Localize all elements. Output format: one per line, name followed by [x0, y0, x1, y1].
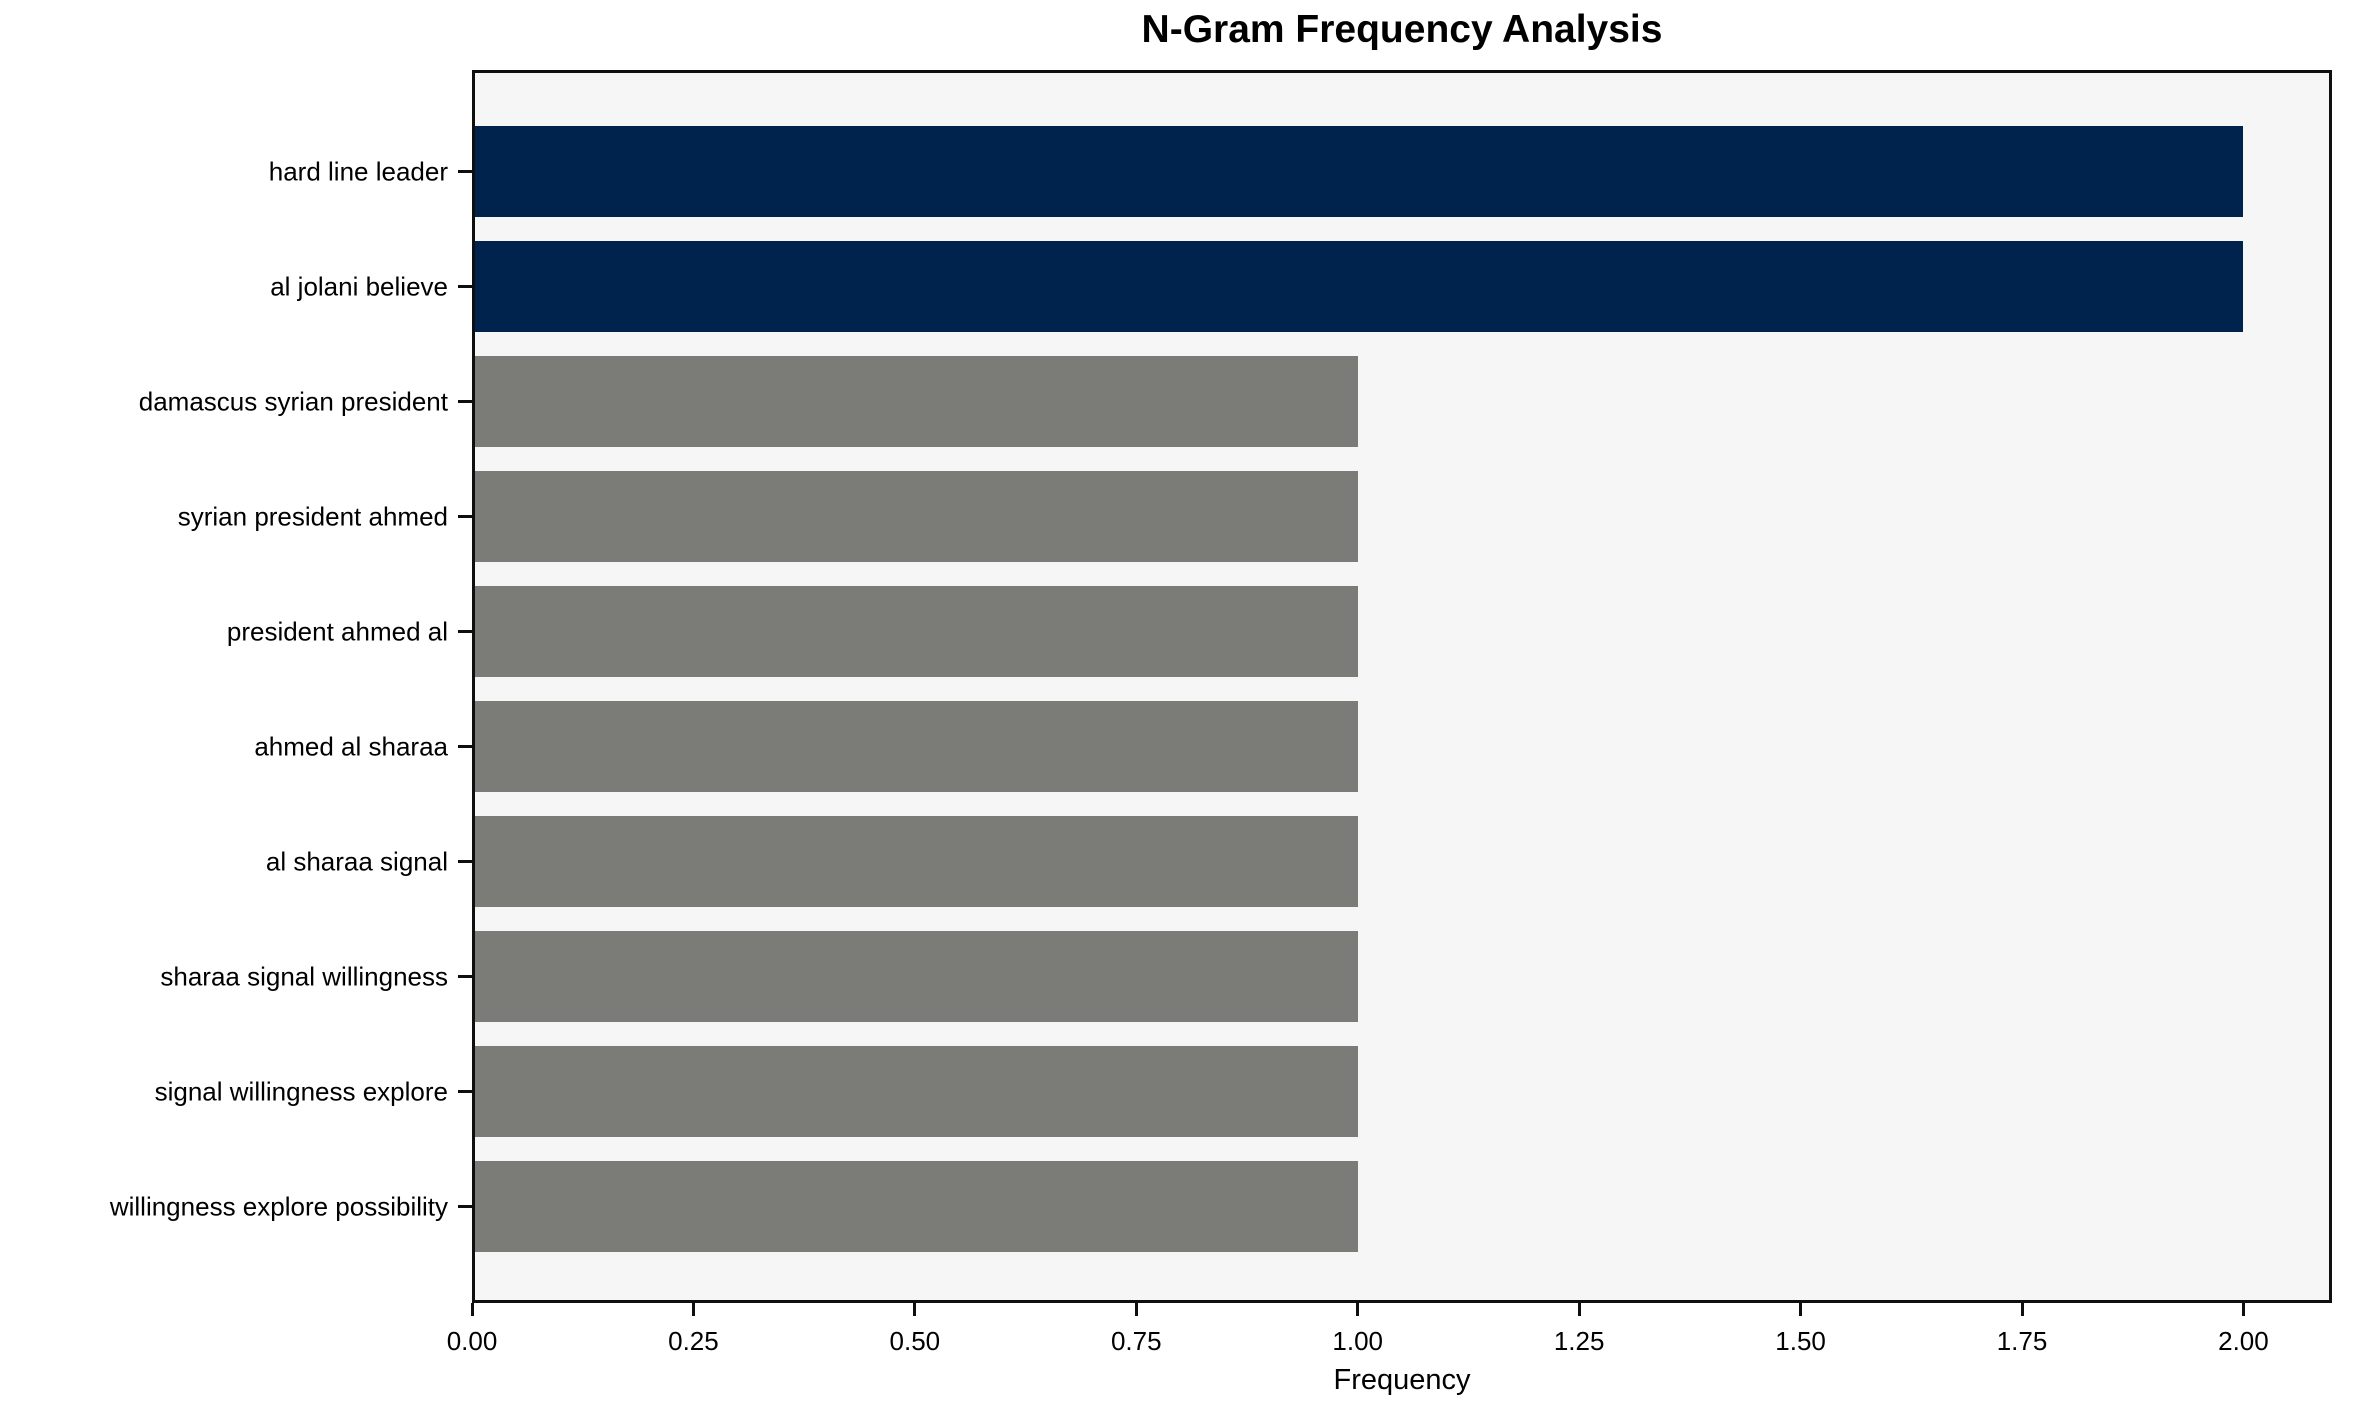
y-tick-label: ahmed al sharaa [254, 731, 448, 761]
x-tick-label: 0.00 [446, 1326, 498, 1356]
y-tick-mark [458, 400, 472, 403]
y-tick-label: hard line leader [268, 156, 448, 186]
x-tick-mark [1134, 1303, 1138, 1316]
bar [472, 356, 1358, 447]
x-tick-mark [1799, 1303, 1803, 1316]
y-tick-mark [458, 170, 472, 173]
y-tick-mark [458, 975, 472, 978]
y-tick-label: al jolani believe [270, 271, 448, 301]
y-tick-label: sharaa signal willingness [160, 961, 448, 991]
x-tick-label: 0.25 [668, 1326, 719, 1356]
x-tick-label: 1.25 [1553, 1326, 1605, 1356]
bar [472, 586, 1358, 677]
bar [472, 241, 2244, 332]
x-tick-label: 0.75 [1110, 1326, 1162, 1356]
x-tick-label: 2.00 [2218, 1326, 2269, 1356]
y-tick-label: willingness explore possibility [109, 1191, 448, 1221]
x-tick-mark [913, 1303, 917, 1316]
y-tick-label: syrian president ahmed [177, 501, 448, 531]
x-tick-mark [470, 1303, 474, 1316]
y-tick-mark [458, 515, 472, 518]
bar [472, 931, 1358, 1022]
y-tick-label: president ahmed al [226, 616, 448, 646]
bar [472, 471, 1358, 562]
bar [472, 1161, 1358, 1252]
y-tick-mark [458, 860, 472, 863]
bar [472, 126, 2244, 217]
y-tick-mark [458, 1205, 472, 1208]
x-tick-label: 0.50 [889, 1326, 941, 1356]
x-tick-label: 1.75 [1996, 1326, 2048, 1356]
x-tick-mark [2241, 1303, 2245, 1316]
x-tick-label: 1.00 [1332, 1326, 1384, 1356]
bar [472, 701, 1358, 792]
x-tick-label: 1.50 [1775, 1326, 1826, 1356]
x-tick-mark [1577, 1303, 1581, 1316]
x-tick-mark [1356, 1303, 1360, 1316]
chart-title: N-Gram Frequency Analysis [1141, 8, 1663, 51]
y-tick-mark [458, 745, 472, 748]
y-tick-mark [458, 285, 472, 288]
bar [472, 816, 1358, 907]
y-tick-label: damascus syrian president [138, 386, 448, 416]
y-tick-mark [458, 1090, 472, 1093]
x-tick-mark [691, 1303, 695, 1316]
bar [472, 1046, 1358, 1137]
y-tick-label: signal willingness explore [154, 1076, 448, 1106]
y-tick-label: al sharaa signal [265, 846, 448, 876]
x-tick-mark [2020, 1303, 2024, 1316]
plot-area [472, 70, 2332, 1303]
x-axis-label: Frequency [1333, 1364, 1471, 1396]
y-tick-mark [458, 630, 472, 633]
